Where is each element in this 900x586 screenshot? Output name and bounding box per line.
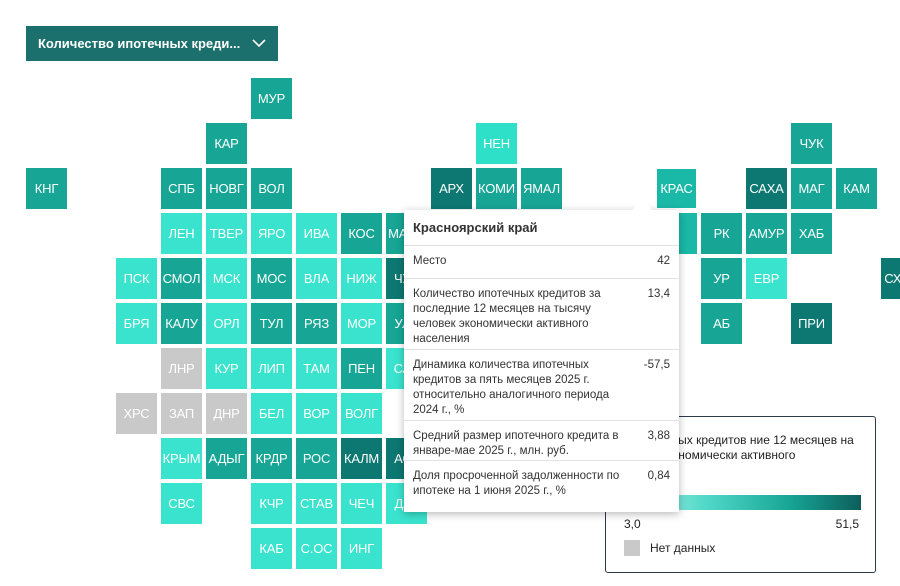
legend-max: 51,5 (835, 517, 859, 531)
region-tile[interactable]: ЛЕН (161, 213, 202, 254)
region-tile[interactable]: ПРИ (791, 303, 832, 344)
region-tile[interactable]: ЧЕЧ (341, 483, 382, 524)
region-tile[interactable]: СПБ (161, 168, 202, 209)
region-tile[interactable]: ХРС (116, 393, 157, 434)
region-tile[interactable]: РЯЗ (296, 303, 337, 344)
region-tile[interactable]: БЕЛ (251, 393, 292, 434)
region-tile[interactable]: С.ОС (296, 528, 337, 569)
region-tile[interactable]: ВЛА (296, 258, 337, 299)
tooltip-row-avg-size: Средний размер ипотечного кредита в янва… (404, 421, 679, 461)
region-tile[interactable]: СХЛН (881, 258, 900, 299)
chevron-down-icon (252, 37, 266, 51)
region-tile[interactable]: ЯРО (251, 213, 292, 254)
tooltip-title: Красноярский край (404, 210, 679, 246)
region-tile[interactable]: КРАС (656, 168, 697, 209)
region-tile[interactable]: ЛНР (161, 348, 202, 389)
region-tile[interactable]: ОРЛ (206, 303, 247, 344)
region-tile[interactable]: БРЯ (116, 303, 157, 344)
region-tooltip: Красноярский край Место 42 Количество ип… (404, 200, 679, 512)
tooltip-label: Место (413, 255, 447, 267)
region-tile[interactable]: КОС (341, 213, 382, 254)
region-tile[interactable]: МОР (341, 303, 382, 344)
region-tile[interactable]: МСК (206, 258, 247, 299)
tooltip-value: 3,88 (647, 430, 670, 442)
tooltip-value: 42 (657, 255, 670, 267)
region-tile[interactable]: МОС (251, 258, 292, 299)
tooltip-label: Средний размер ипотечного кредита в янва… (413, 430, 619, 457)
region-tile[interactable]: ДНР (206, 393, 247, 434)
region-tile[interactable]: МУР (251, 78, 292, 119)
region-tile[interactable]: ВОР (296, 393, 337, 434)
region-tile[interactable]: ТУЛ (251, 303, 292, 344)
metric-dropdown[interactable]: Количество ипотечных креди... (26, 26, 278, 61)
region-tile[interactable]: КРДР (251, 438, 292, 479)
region-tile[interactable]: УР (701, 258, 742, 299)
region-tile[interactable]: ВОЛ (251, 168, 292, 209)
region-tile[interactable]: ЧУК (791, 123, 832, 164)
region-tile[interactable]: ТВЕР (206, 213, 247, 254)
tooltip-value: 13,4 (647, 288, 670, 300)
region-tile[interactable]: ВОЛГ (341, 393, 382, 434)
region-tile[interactable]: СВС (161, 483, 202, 524)
legend-nodata-swatch (624, 540, 640, 556)
region-tile[interactable]: МАГ (791, 168, 832, 209)
tooltip-row-rank: Место 42 (404, 246, 679, 279)
region-tile[interactable]: ПЕН (341, 348, 382, 389)
tooltip-row-dynamics: Динамика количества ипотечных кредитов з… (404, 350, 679, 421)
tooltip-row-count: Количество ипотечных кредитов за последн… (404, 279, 679, 350)
region-tile[interactable]: АМУР (746, 213, 787, 254)
region-tile[interactable]: ХАБ (791, 213, 832, 254)
legend-nodata-label: Нет данных (650, 541, 716, 555)
legend-min: 3,0 (624, 517, 641, 531)
region-tile[interactable]: АБ (701, 303, 742, 344)
region-tile[interactable]: РОС (296, 438, 337, 479)
region-tile[interactable]: НИЖ (341, 258, 382, 299)
region-tile[interactable]: СМОЛ (161, 258, 202, 299)
region-tile[interactable]: НЕН (476, 123, 517, 164)
region-tile[interactable]: АДЫГ (206, 438, 247, 479)
tooltip-value: -57,5 (643, 359, 670, 371)
region-tile[interactable]: ИВА (296, 213, 337, 254)
region-tile[interactable]: СТАВ (296, 483, 337, 524)
region-tile[interactable]: ЕВР (746, 258, 787, 299)
legend-gradient-bar (624, 495, 861, 510)
region-tile[interactable]: ЛИП (251, 348, 292, 389)
region-tile[interactable]: КАМ (836, 168, 877, 209)
region-tile[interactable]: КАЛМ (341, 438, 382, 479)
tooltip-label: Динамика количества ипотечных кредитов з… (413, 359, 610, 416)
region-tile[interactable]: КРЫМ (161, 438, 202, 479)
tooltip-label: Количество ипотечных кредитов за последн… (413, 288, 601, 345)
region-tile[interactable]: КЧР (251, 483, 292, 524)
region-tile[interactable]: САХА (746, 168, 787, 209)
tooltip-row-overdue: Доля просроченной задолженности по ипоте… (404, 461, 679, 505)
region-tile[interactable]: КАР (206, 123, 247, 164)
region-tile[interactable]: ТАМ (296, 348, 337, 389)
region-tile[interactable]: КНГ (26, 168, 67, 209)
region-tile[interactable]: КОМИ (476, 168, 517, 209)
tooltip-label: Доля просроченной задолженности по ипоте… (413, 470, 620, 497)
region-tile[interactable]: АРХ (431, 168, 472, 209)
region-tile[interactable]: ПСК (116, 258, 157, 299)
region-tile[interactable]: НОВГ (206, 168, 247, 209)
tooltip-value: 0,84 (647, 470, 670, 482)
region-tile[interactable]: ЗАП (161, 393, 202, 434)
region-tile[interactable]: КУР (206, 348, 247, 389)
region-tile[interactable]: КАЛУ (161, 303, 202, 344)
region-tile[interactable]: РК (701, 213, 742, 254)
region-tile[interactable]: КАБ (251, 528, 292, 569)
metric-dropdown-label: Количество ипотечных креди... (38, 36, 241, 51)
region-tile[interactable]: ЯМАЛ (521, 168, 562, 209)
region-tile[interactable]: ИНГ (341, 528, 382, 569)
